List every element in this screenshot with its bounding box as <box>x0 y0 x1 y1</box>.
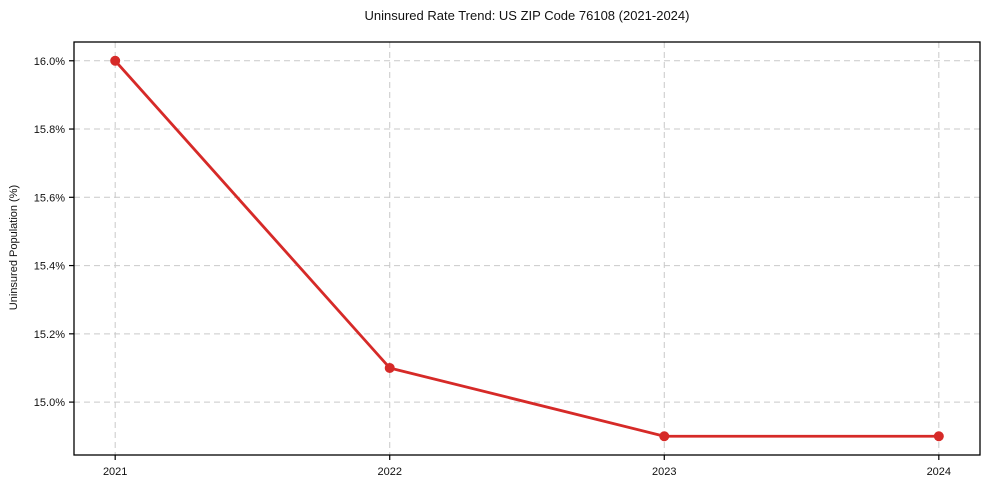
x-tick-label: 2022 <box>377 466 401 478</box>
data-point-2024 <box>933 431 944 442</box>
y-tick-label: 15.8% <box>34 124 65 136</box>
y-tick-label: 15.0% <box>34 397 65 409</box>
y-tick-label: 15.6% <box>34 192 65 204</box>
trend-line <box>113 59 941 438</box>
y-tick-label: 15.4% <box>34 261 65 273</box>
chart-title: Uninsured Rate Trend: US ZIP Code 76108 … <box>364 8 690 23</box>
x-tick-label: 2023 <box>652 466 676 478</box>
x-tick-label: 2024 <box>927 466 951 478</box>
data-point-2023 <box>659 431 670 442</box>
data-point-2022 <box>384 362 395 373</box>
y-tick-label: 15.2% <box>34 329 65 341</box>
x-tick-label: 2021 <box>103 466 127 478</box>
y-tick-label: 16.0% <box>34 56 65 68</box>
data-point-2021 <box>110 55 121 66</box>
plot-border <box>73 41 981 456</box>
